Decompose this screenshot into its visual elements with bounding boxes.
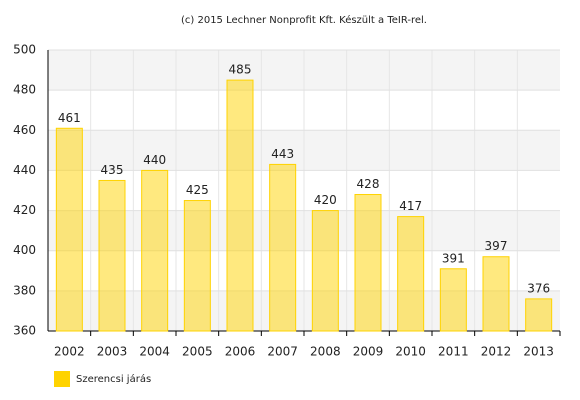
bar xyxy=(55,127,83,332)
x-tick-label: 2007 xyxy=(267,345,298,359)
bar xyxy=(525,298,553,332)
y-tick-label: 420 xyxy=(13,203,36,217)
x-tick-label: 2004 xyxy=(139,345,170,359)
data-label: 420 xyxy=(314,193,337,207)
data-label: 443 xyxy=(271,147,294,161)
x-tick-label: 2005 xyxy=(182,345,213,359)
bar xyxy=(439,268,467,332)
y-tick-label: 480 xyxy=(13,83,36,97)
x-tick-label: 2008 xyxy=(310,345,341,359)
legend-label: Szerencsi járás xyxy=(76,373,151,385)
bar xyxy=(397,216,425,332)
x-tick-label: 2012 xyxy=(481,345,512,359)
y-tick-label: 380 xyxy=(13,283,36,297)
x-tick-label: 2002 xyxy=(54,345,85,359)
y-tick-label: 360 xyxy=(13,324,36,338)
data-label: 485 xyxy=(229,63,252,77)
x-tick-label: 2009 xyxy=(353,345,384,359)
data-label: 397 xyxy=(485,239,508,253)
y-tick-label: 400 xyxy=(13,243,36,257)
data-label: 461 xyxy=(58,111,81,125)
y-tick-label: 460 xyxy=(13,123,36,137)
data-label: 417 xyxy=(399,199,422,213)
data-label: 425 xyxy=(186,183,209,197)
x-tick-label: 2013 xyxy=(523,345,554,359)
bar xyxy=(141,169,169,332)
y-tick-label: 500 xyxy=(13,43,36,57)
legend-swatch xyxy=(54,371,70,387)
chart-title: (c) 2015 Lechner Nonprofit Kft. Készült … xyxy=(181,14,427,26)
bar xyxy=(311,210,339,332)
bar xyxy=(354,194,382,332)
bar xyxy=(183,200,211,332)
data-label: 376 xyxy=(527,281,550,295)
bar xyxy=(269,163,297,332)
x-tick-label: 2006 xyxy=(225,345,256,359)
x-tick-label: 2003 xyxy=(97,345,128,359)
bar xyxy=(482,256,510,332)
y-tick-label: 440 xyxy=(13,163,36,177)
data-label: 428 xyxy=(357,177,380,191)
x-tick-label: 2011 xyxy=(438,345,469,359)
bar xyxy=(98,179,126,332)
data-label: 435 xyxy=(101,163,124,177)
data-label: 440 xyxy=(143,153,166,167)
bar xyxy=(226,79,254,332)
data-label: 391 xyxy=(442,251,465,265)
x-tick-label: 2010 xyxy=(395,345,426,359)
